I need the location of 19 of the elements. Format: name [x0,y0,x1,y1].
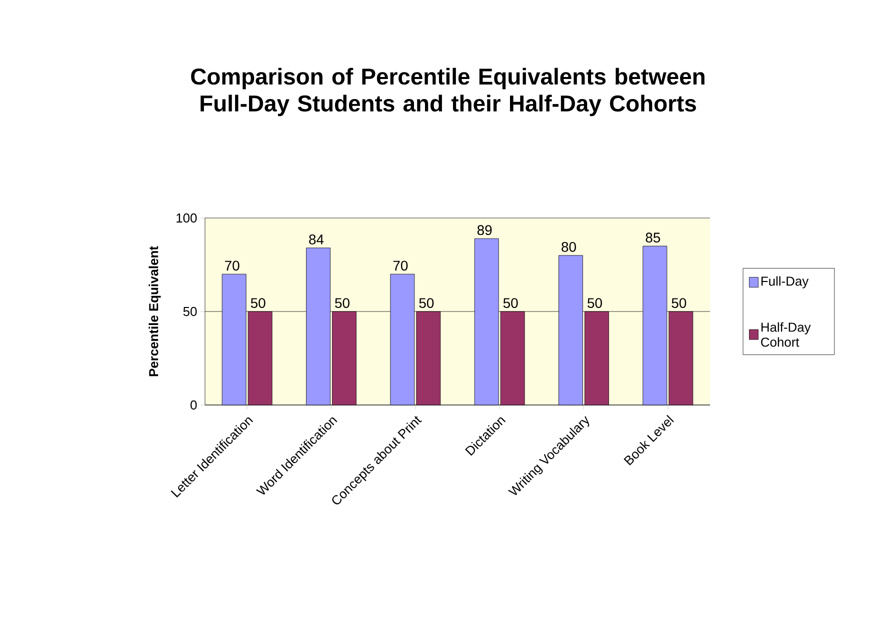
data-label: 50 [335,298,350,308]
data-label: 50 [503,298,518,308]
y-axis-title: Percentile Equivalent [148,246,161,376]
data-label: 80 [562,242,576,252]
data-label: 50 [419,298,434,308]
y-tick-label: 0 [190,400,197,410]
y-tick-label: 50 [183,306,197,316]
data-label: 84 [309,234,324,244]
legend-label: Full-Day [761,276,809,288]
data-label: 70 [225,260,240,271]
data-label: 50 [250,298,266,308]
chart-title: Comparison of Percentile Equivalents between Full-Day Students and their Half-Day Cohorts [191,68,704,116]
y-tick-label: 100 [176,213,197,223]
data-label: 85 [646,232,660,243]
data-label: 50 [672,298,686,308]
legend-label: Half-Day Cohort [761,322,811,347]
data-label: 70 [393,260,408,271]
data-label: 50 [588,298,602,308]
data-label: 89 [477,225,492,236]
